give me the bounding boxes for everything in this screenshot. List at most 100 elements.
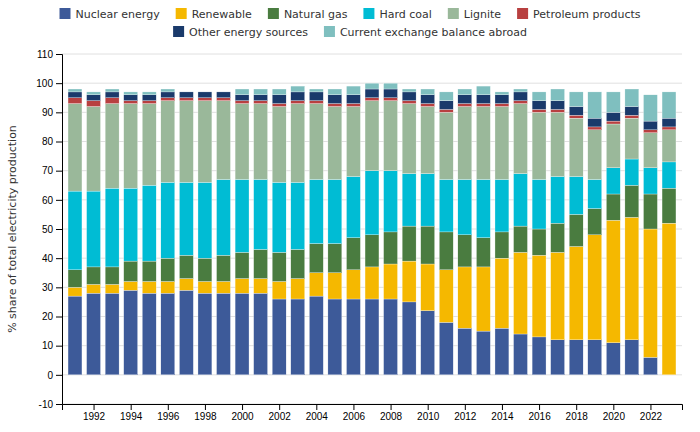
bar (458, 104, 472, 107)
bar (68, 92, 82, 98)
bar (346, 104, 360, 107)
bar (365, 101, 379, 171)
bar (458, 179, 472, 234)
bar (68, 89, 82, 92)
tick: 2008 (380, 404, 403, 422)
bar (309, 244, 323, 273)
tick-mark (613, 404, 614, 410)
bar (532, 179, 546, 229)
legend-item: Hard coal (363, 8, 431, 21)
bar (161, 92, 175, 98)
legend-item: Current exchange balance abroad (324, 26, 527, 39)
bar (495, 107, 509, 180)
bar-series (68, 217, 676, 375)
tick-mark (131, 404, 132, 410)
bar (421, 89, 435, 95)
bar (625, 185, 639, 217)
bar (384, 171, 398, 232)
tick-label: 1992 (83, 411, 106, 422)
tick-label: 110 (37, 49, 53, 60)
bar (458, 95, 472, 104)
bar (217, 179, 231, 255)
bar (495, 258, 509, 328)
tick: -10 (39, 399, 62, 410)
legend-item: Natural gas (268, 8, 348, 21)
bar (588, 130, 602, 180)
bar (421, 226, 435, 264)
tick-label: 2022 (640, 411, 663, 422)
bar (532, 92, 546, 101)
tick-mark (391, 404, 392, 410)
bar (625, 217, 639, 339)
legend-label: Lignite (464, 8, 502, 21)
bar (532, 229, 546, 255)
bar-series (68, 101, 676, 191)
tick-mark (56, 83, 62, 84)
tick: 2012 (454, 404, 477, 422)
tick-label: 0 (47, 370, 53, 381)
bar (569, 177, 583, 215)
bar (87, 191, 101, 267)
bar (551, 112, 565, 176)
bar (625, 89, 639, 107)
x-axis: 1992199419961998200020022004200620082010… (63, 404, 683, 422)
bar (142, 282, 156, 294)
tick: 1992 (83, 404, 106, 422)
bar (421, 95, 435, 104)
bar (254, 279, 268, 294)
bar (291, 92, 305, 101)
tick-mark (56, 112, 62, 113)
bar (402, 261, 416, 302)
bar-series (68, 83, 676, 121)
legend-swatch (176, 8, 187, 19)
bar (421, 174, 435, 227)
legend-item: Lignite (448, 8, 502, 21)
bar (439, 232, 453, 270)
bar (476, 95, 490, 104)
legend-swatch (448, 8, 459, 19)
bar (198, 91, 212, 92)
tick: 10 (42, 340, 62, 351)
bar (179, 279, 193, 291)
bar (105, 284, 119, 293)
bar (309, 296, 323, 375)
bar (124, 282, 138, 291)
bar (662, 118, 676, 127)
legend-swatch (60, 8, 71, 19)
bar-series (68, 290, 657, 375)
tick-mark (56, 346, 62, 347)
bar (662, 162, 676, 188)
bar (105, 98, 119, 104)
bar (365, 171, 379, 235)
bar (328, 89, 342, 95)
bar (291, 101, 305, 104)
legend-item: Nuclear energy (60, 8, 161, 21)
tick-mark (56, 375, 62, 376)
tick-mark (56, 317, 62, 318)
bar (402, 101, 416, 104)
bar (105, 104, 119, 189)
tick: 80 (42, 136, 62, 147)
bar (495, 95, 509, 104)
bar (291, 249, 305, 278)
bar (439, 101, 453, 110)
legend: Nuclear energyRenewableNatural gasHard c… (60, 8, 641, 39)
bar (309, 179, 323, 243)
bar (384, 101, 398, 171)
tick-label: 20 (42, 311, 54, 322)
tick-mark (56, 404, 62, 405)
bar (588, 118, 602, 127)
legend-item: Petroleum products (517, 8, 641, 21)
bar (439, 109, 453, 112)
bar (476, 267, 490, 331)
bar (662, 223, 676, 375)
bar (514, 226, 528, 252)
bar (662, 92, 676, 118)
tick-label: 50 (42, 224, 54, 235)
bar (514, 104, 528, 174)
bar (588, 340, 602, 375)
bar (142, 92, 156, 95)
tick-label: 2020 (603, 411, 626, 422)
legend-swatch (268, 8, 279, 19)
bar (198, 92, 212, 98)
